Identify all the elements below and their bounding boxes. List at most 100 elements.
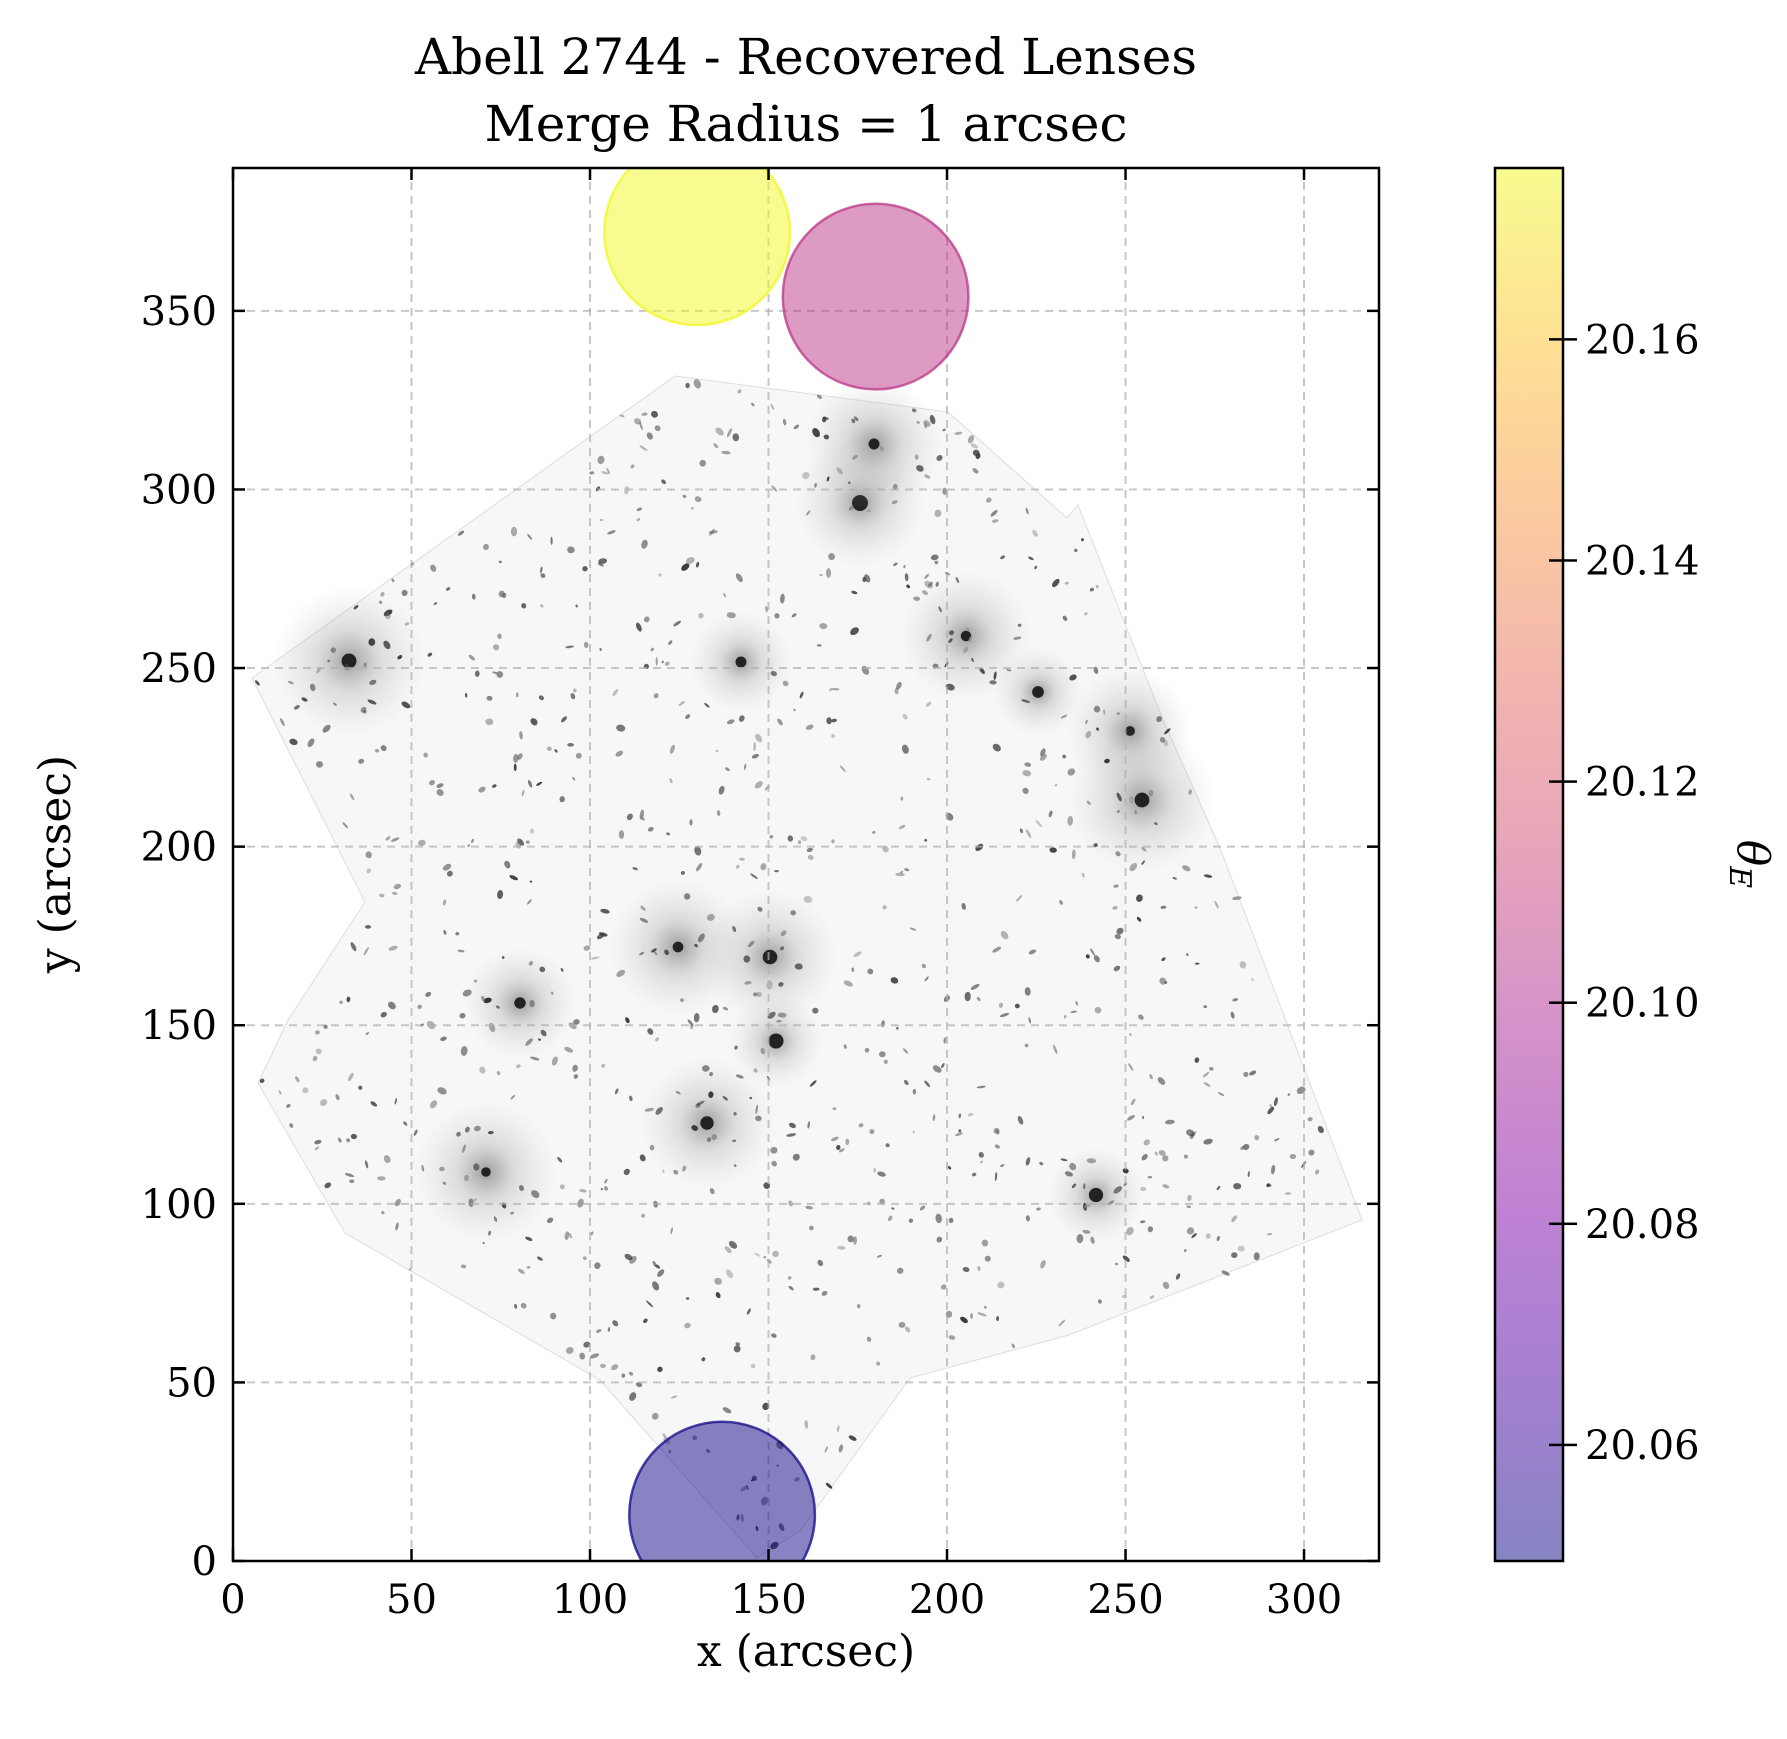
field-source: [639, 1154, 646, 1162]
field-source: [728, 1240, 738, 1249]
field-source: [851, 967, 855, 972]
field-source: [836, 467, 843, 475]
field-source: [429, 1100, 438, 1109]
field-source: [904, 573, 909, 582]
field-source: [913, 596, 921, 601]
field-source: [782, 680, 789, 687]
field-source: [814, 482, 817, 488]
field-source: [1114, 933, 1121, 940]
field-source: [1090, 948, 1096, 956]
field-source: [1097, 1299, 1102, 1304]
field-source: [316, 761, 323, 768]
lens-marker: [781, 202, 970, 391]
field-source: [517, 753, 523, 760]
field-source: [598, 558, 608, 564]
field-source: [628, 1371, 634, 1376]
field-source: [964, 991, 971, 1002]
field-source: [314, 1146, 320, 1151]
field-source: [704, 702, 710, 708]
field-source: [971, 1172, 977, 1177]
field-source: [699, 459, 707, 467]
field-source: [891, 500, 898, 505]
field-source: [836, 1145, 841, 1150]
field-source: [384, 613, 391, 620]
field-source: [670, 1227, 673, 1235]
field-source: [497, 890, 504, 899]
field-source: [607, 1327, 611, 1332]
field-source: [486, 695, 493, 701]
field-source: [468, 654, 475, 661]
field-source: [1186, 1129, 1195, 1137]
field-source: [812, 427, 820, 438]
field-source: [932, 1114, 936, 1121]
field-source: [546, 746, 552, 751]
field-source: [760, 1047, 766, 1055]
y-tick-label: 50: [166, 1360, 217, 1406]
field-source: [909, 927, 917, 931]
field-source: [394, 1097, 398, 1105]
field-source: [715, 427, 724, 436]
galaxy-core: [762, 949, 778, 965]
field-source: [1058, 1319, 1066, 1327]
field-source: [960, 1316, 968, 1324]
colorbar-gradient: [1495, 168, 1563, 1561]
field-source: [716, 810, 721, 817]
field-source: [838, 1148, 845, 1153]
field-source: [792, 1153, 800, 1161]
field-source: [590, 1231, 594, 1236]
field-source: [1116, 792, 1122, 802]
field-source: [661, 660, 664, 664]
field-source: [525, 1236, 533, 1241]
field-source: [314, 1139, 322, 1145]
field-source: [1254, 1135, 1260, 1141]
field-source: [744, 981, 752, 985]
field-source: [319, 1099, 328, 1107]
field-source: [1113, 884, 1119, 888]
field-source: [763, 1182, 771, 1189]
field-source: [497, 633, 502, 640]
field-source: [1194, 1057, 1200, 1063]
field-source: [510, 1094, 516, 1100]
field-source: [607, 530, 616, 535]
field-source: [653, 693, 659, 699]
field-source: [1090, 1236, 1095, 1244]
field-source: [715, 1292, 721, 1299]
field-source: [983, 1305, 987, 1309]
field-source: [514, 1303, 518, 1309]
field-source: [678, 701, 686, 706]
field-source: [1074, 548, 1078, 553]
field-source: [295, 1076, 300, 1083]
field-source: [493, 1216, 498, 1222]
field-source: [1089, 587, 1095, 592]
field-source: [826, 476, 830, 482]
field-source: [1062, 754, 1067, 759]
x-tick-label: 300: [1266, 1577, 1342, 1623]
field-source: [851, 418, 856, 424]
field-source: [807, 1121, 811, 1129]
field-source: [689, 819, 693, 826]
field-source: [616, 724, 626, 732]
field-source: [751, 753, 760, 759]
field-source: [867, 968, 874, 975]
field-source: [891, 1207, 895, 1210]
field-source: [685, 556, 695, 565]
field-source: [788, 1285, 794, 1291]
lens-marker: [628, 1420, 817, 1561]
field-source: [369, 679, 377, 686]
field-source: [527, 780, 533, 788]
field-source: [639, 816, 645, 821]
field-source: [709, 1071, 714, 1077]
field-source: [380, 745, 387, 752]
field-source: [1186, 953, 1189, 957]
field-source: [641, 539, 648, 549]
field-source: [903, 565, 906, 569]
field-source: [650, 948, 657, 953]
field-source: [697, 933, 705, 943]
field-source: [1062, 615, 1068, 621]
colorbar-label: θE: [1722, 840, 1778, 889]
field-source: [838, 1444, 844, 1453]
field-source: [496, 1071, 501, 1076]
field-source: [737, 389, 742, 394]
field-source: [1021, 699, 1031, 703]
field-source: [639, 445, 648, 451]
